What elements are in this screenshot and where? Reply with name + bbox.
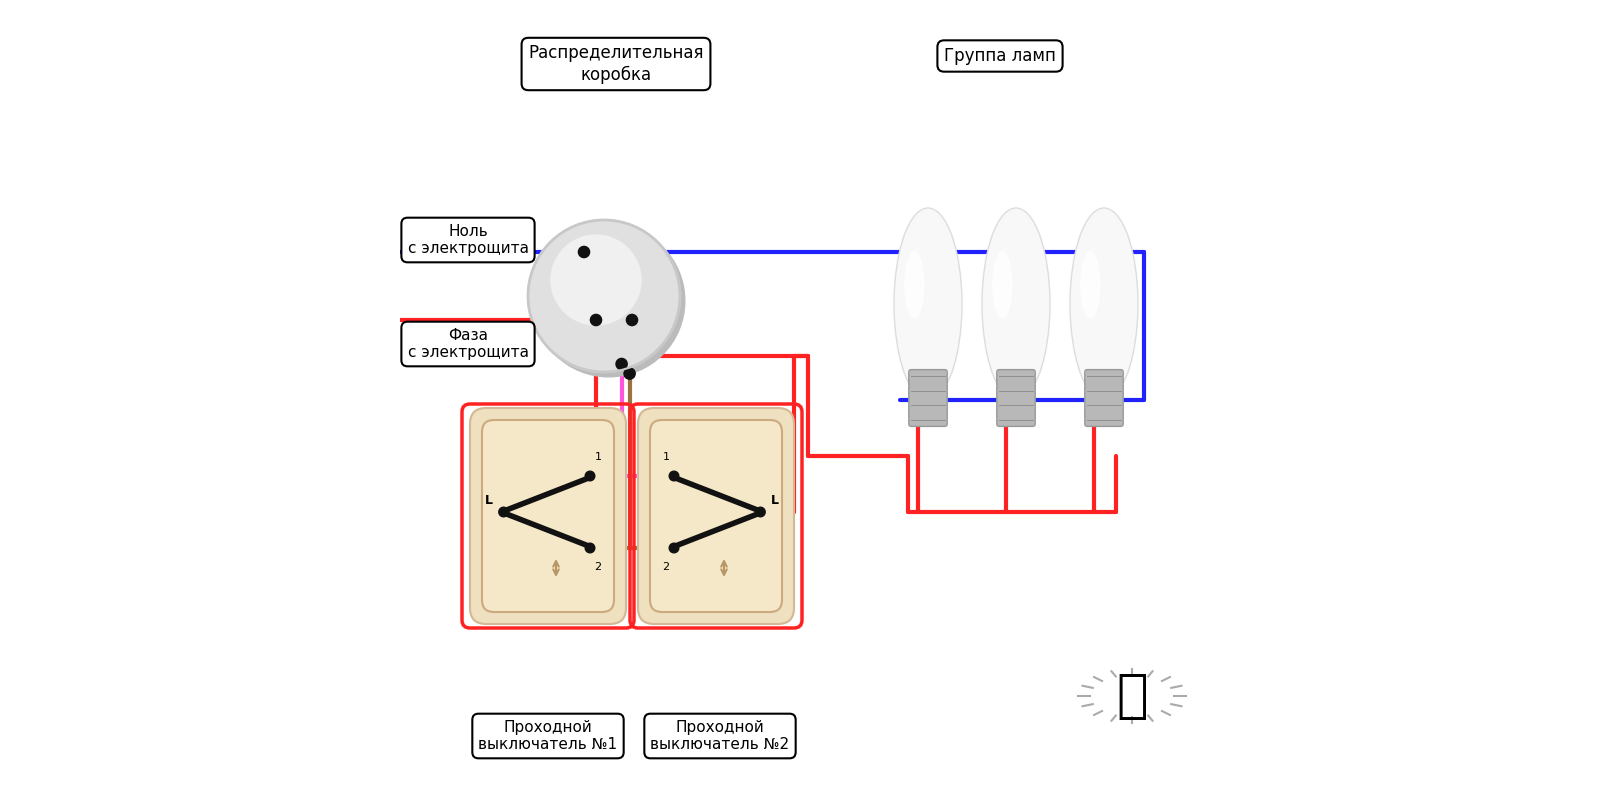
FancyBboxPatch shape xyxy=(650,420,782,612)
Circle shape xyxy=(579,246,589,258)
Text: Распределительная
коробка: Распределительная коробка xyxy=(528,45,704,83)
Text: 1: 1 xyxy=(595,451,602,462)
Circle shape xyxy=(586,543,595,553)
Circle shape xyxy=(669,543,678,553)
Text: L: L xyxy=(485,494,493,506)
Ellipse shape xyxy=(992,251,1013,318)
FancyBboxPatch shape xyxy=(482,420,614,612)
Text: 2: 2 xyxy=(595,562,602,573)
Text: L: L xyxy=(771,494,779,506)
FancyBboxPatch shape xyxy=(997,370,1035,426)
Text: Проходной
выключатель №1: Проходной выключатель №1 xyxy=(478,720,618,752)
Circle shape xyxy=(669,471,678,481)
Circle shape xyxy=(550,234,642,326)
Ellipse shape xyxy=(894,208,962,400)
FancyBboxPatch shape xyxy=(1085,370,1123,426)
Text: Группа ламп: Группа ламп xyxy=(944,47,1056,65)
Circle shape xyxy=(624,368,635,379)
Text: 🤞: 🤞 xyxy=(1117,670,1147,722)
Ellipse shape xyxy=(904,251,925,318)
Circle shape xyxy=(586,471,595,481)
Circle shape xyxy=(755,507,765,517)
Circle shape xyxy=(528,220,680,372)
Text: Фаза
с электрощита: Фаза с электрощита xyxy=(408,328,528,360)
FancyBboxPatch shape xyxy=(638,408,794,624)
Text: Ноль
с электрощита: Ноль с электрощита xyxy=(408,224,528,256)
FancyBboxPatch shape xyxy=(470,408,626,624)
Ellipse shape xyxy=(982,208,1050,400)
Text: Проходной
выключатель №2: Проходной выключатель №2 xyxy=(651,720,789,752)
Circle shape xyxy=(627,314,637,326)
Text: 2: 2 xyxy=(662,562,669,573)
Ellipse shape xyxy=(1070,208,1138,400)
FancyBboxPatch shape xyxy=(909,370,947,426)
Circle shape xyxy=(499,507,509,517)
Circle shape xyxy=(533,225,685,377)
Circle shape xyxy=(616,358,627,370)
Ellipse shape xyxy=(1080,251,1101,318)
Circle shape xyxy=(590,314,602,326)
Text: 1: 1 xyxy=(662,451,669,462)
